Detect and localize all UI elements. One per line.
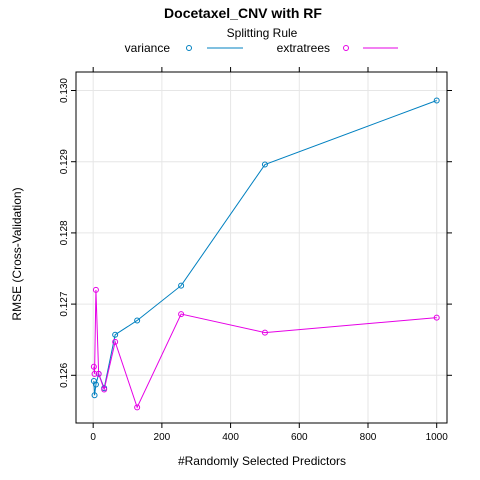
x-tick-label: 200	[154, 432, 171, 443]
gridlines	[76, 72, 447, 423]
legend-label: variance	[125, 41, 171, 55]
legend-item-variance: variance	[125, 41, 243, 55]
data-point-extratrees	[90, 363, 97, 370]
data-point-variance	[178, 282, 185, 289]
x-tick-label: 0	[90, 432, 96, 443]
legend-marker	[186, 45, 192, 51]
y-tick-label: 0.128	[59, 220, 70, 245]
data-point-variance	[91, 392, 98, 399]
legend-item-extratrees: extratrees	[277, 41, 398, 55]
x-tick-label: 400	[222, 432, 239, 443]
legend-marker	[343, 45, 349, 51]
y-axis: 0.126 0.127 0.128 0.129 0.130	[59, 78, 452, 388]
y-tick-label: 0.126	[59, 362, 70, 387]
data-point-variance	[134, 317, 141, 324]
data-point-extratrees	[101, 386, 108, 393]
series-line-variance	[93, 100, 437, 396]
x-axis: 0 200 400 600 800 1000	[90, 67, 448, 443]
x-tick-label: 1000	[426, 432, 449, 443]
data-point-variance	[92, 381, 99, 388]
x-tick-label: 600	[291, 432, 308, 443]
plot-frame	[75, 71, 448, 424]
data-point-extratrees	[178, 311, 185, 318]
legend: Splitting Rule variance extratrees	[125, 26, 398, 55]
y-tick-label: 0.127	[59, 291, 70, 316]
data-point-extratrees	[95, 370, 102, 377]
data-point-variance	[433, 97, 440, 104]
x-axis-label: #Randomly Selected Predictors	[178, 454, 346, 468]
data-point-variance	[261, 161, 268, 168]
y-tick-label: 0.129	[59, 149, 70, 174]
y-axis-label: RMSE (Cross-Validation)	[10, 187, 24, 320]
data-point-extratrees	[433, 314, 440, 321]
data-point-extratrees	[134, 404, 141, 411]
data-point-variance	[112, 331, 119, 338]
x-tick-label: 800	[360, 432, 377, 443]
data-point-extratrees	[261, 329, 268, 336]
series-variance	[90, 97, 440, 399]
legend-label: extratrees	[277, 41, 330, 55]
data-point-extratrees	[91, 370, 98, 377]
data-point-extratrees	[92, 286, 99, 293]
legend-title: Splitting Rule	[227, 26, 298, 40]
data-point-extratrees	[112, 338, 119, 345]
series-extratrees	[90, 286, 440, 411]
series-line-extratrees	[93, 289, 437, 409]
chart-title: Docetaxel_CNV with RF	[164, 5, 322, 21]
y-tick-label: 0.130	[59, 78, 70, 103]
